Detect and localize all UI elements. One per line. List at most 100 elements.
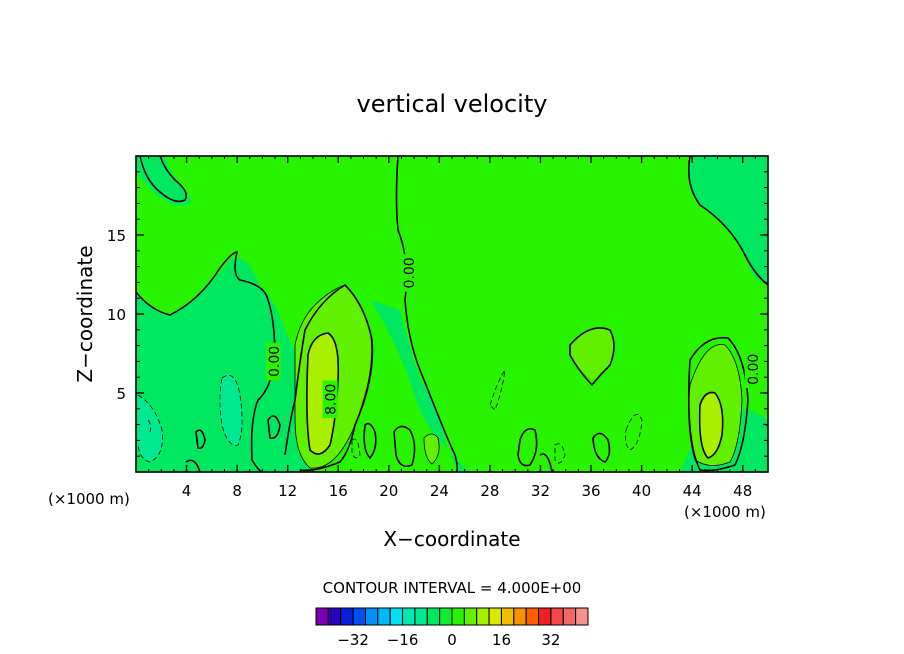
negative-contour-line xyxy=(351,438,361,459)
negative-contour-line xyxy=(554,443,566,464)
colorbar-swatch xyxy=(476,607,490,626)
positive-region xyxy=(424,434,440,464)
negative-region xyxy=(136,156,191,206)
colorbar-swatch xyxy=(513,607,527,626)
contour-4-line xyxy=(294,284,373,469)
negative-region xyxy=(136,257,310,472)
colorbar-swatch xyxy=(575,607,589,626)
y-axis-label: Z−coordinate xyxy=(73,245,97,382)
negative-contour-line xyxy=(489,369,506,411)
colorbar-swatch xyxy=(352,607,366,626)
x-tick-label: 16 xyxy=(329,482,348,500)
zero-contour-line xyxy=(517,427,538,467)
chart-title: vertical velocity xyxy=(357,90,548,118)
colorbar-swatch xyxy=(402,607,416,626)
x-axis: 4 8 12 16 20 24 28 32 36 40 44 48 xyxy=(148,156,756,500)
contour-labels: 0.00 8.00 0.00 0.00 xyxy=(265,254,762,419)
positive-strong-region xyxy=(699,392,723,458)
x-tick-label: 32 xyxy=(531,482,550,500)
zero-contour-line xyxy=(393,425,416,468)
zero-contour-line xyxy=(687,156,768,286)
colorbar-swatch xyxy=(315,607,329,626)
y-tick-label: 15 xyxy=(107,227,126,245)
negative-contour-line xyxy=(219,374,243,446)
contour-label-knockout xyxy=(401,254,417,292)
x-unit-left: (×1000 m) xyxy=(48,490,130,508)
colorbar-swatch xyxy=(364,607,379,626)
colorbar-tick-label: 16 xyxy=(492,631,511,649)
colorbar-tick-label: −16 xyxy=(387,631,419,649)
zero-contour-line xyxy=(136,251,276,472)
x-tick-label: 12 xyxy=(278,482,297,500)
x-unit-right: (×1000 m) xyxy=(684,503,766,521)
contour-interval-text: CONTOUR INTERVAL = 4.000E+00 xyxy=(323,579,582,597)
colorbar-swatch xyxy=(439,607,453,626)
contour-label: 8.00 xyxy=(322,380,340,419)
zero-contour-line xyxy=(267,415,281,440)
colorbar-tick-label: 32 xyxy=(541,631,560,649)
contour-label-text: 8.00 xyxy=(324,384,340,415)
colorbar-swatch xyxy=(389,607,404,626)
colorbar xyxy=(315,607,589,626)
x-axis-label: X−coordinate xyxy=(383,527,520,551)
y-axis: 5 10 15 xyxy=(107,171,768,457)
x-tick-label: 24 xyxy=(430,482,449,500)
negative-contour-line xyxy=(625,413,643,451)
zero-contour-line xyxy=(687,336,749,472)
colorbar-swatch xyxy=(414,607,428,626)
contour-label-knockout xyxy=(744,350,760,389)
zero-contour-line xyxy=(195,429,206,450)
colorbar-swatch xyxy=(463,607,478,626)
colorbar-swatch xyxy=(562,607,577,626)
colorbar-tick-label: −32 xyxy=(337,631,369,649)
contour-label-knockout xyxy=(322,380,338,419)
zero-contour-line xyxy=(363,422,377,460)
zero-contour-line xyxy=(539,453,553,472)
negative-strong-region xyxy=(220,375,243,446)
contour-4-line xyxy=(423,433,440,465)
colorbar-swatch xyxy=(377,607,391,626)
contour-label: 0.00 xyxy=(744,350,762,389)
colorbar-swatch xyxy=(451,607,465,626)
zero-contour-line xyxy=(395,156,459,472)
contour-4-line xyxy=(688,344,743,466)
x-tick-label: 44 xyxy=(683,482,702,500)
x-tick-label: 20 xyxy=(379,482,398,500)
level-8-contours xyxy=(306,332,724,459)
y-tick-label: 10 xyxy=(107,306,126,324)
positive-region xyxy=(570,327,614,380)
x-tick-label: 40 xyxy=(632,482,651,500)
contour-label: 0.00 xyxy=(265,342,283,381)
colorbar-swatch xyxy=(550,607,564,626)
colorbar-swatch xyxy=(500,607,515,626)
colorbar-swatch xyxy=(426,607,441,626)
contour-label-text: 0.00 xyxy=(267,346,283,377)
colorbar-tick-label: 0 xyxy=(447,631,457,649)
contour-label-text: 0.00 xyxy=(402,257,418,288)
colorbar-swatch xyxy=(340,607,354,626)
negative-contour-line xyxy=(147,419,152,433)
x-tick-label: 8 xyxy=(232,482,242,500)
colorbar-swatch xyxy=(538,607,552,626)
positive-strong-region xyxy=(306,333,339,454)
contour-label: 0.00 xyxy=(401,254,418,292)
zero-contour-line xyxy=(139,156,188,203)
negative-region xyxy=(688,156,768,285)
contour-8-line xyxy=(306,332,340,455)
zero-contour-line xyxy=(569,327,615,387)
colorbar-swatch xyxy=(327,607,342,626)
negative-contour-line xyxy=(137,394,163,463)
zero-contour-line xyxy=(592,432,611,463)
colorbar-ticks: −32 −16 0 16 32 xyxy=(337,631,560,649)
colorbar-swatch xyxy=(488,607,502,626)
x-tick-label: 48 xyxy=(733,482,752,500)
colorbar-swatch xyxy=(525,607,540,626)
contour-label-text: 0.00 xyxy=(746,354,762,385)
x-tick-label: 28 xyxy=(480,482,499,500)
contour-field: 0.00 8.00 0.00 0.00 xyxy=(136,156,768,472)
y-tick-label: 5 xyxy=(116,385,126,403)
zero-contours xyxy=(136,156,768,472)
x-tick-label: 4 xyxy=(182,482,192,500)
x-tick-label: 36 xyxy=(581,482,600,500)
